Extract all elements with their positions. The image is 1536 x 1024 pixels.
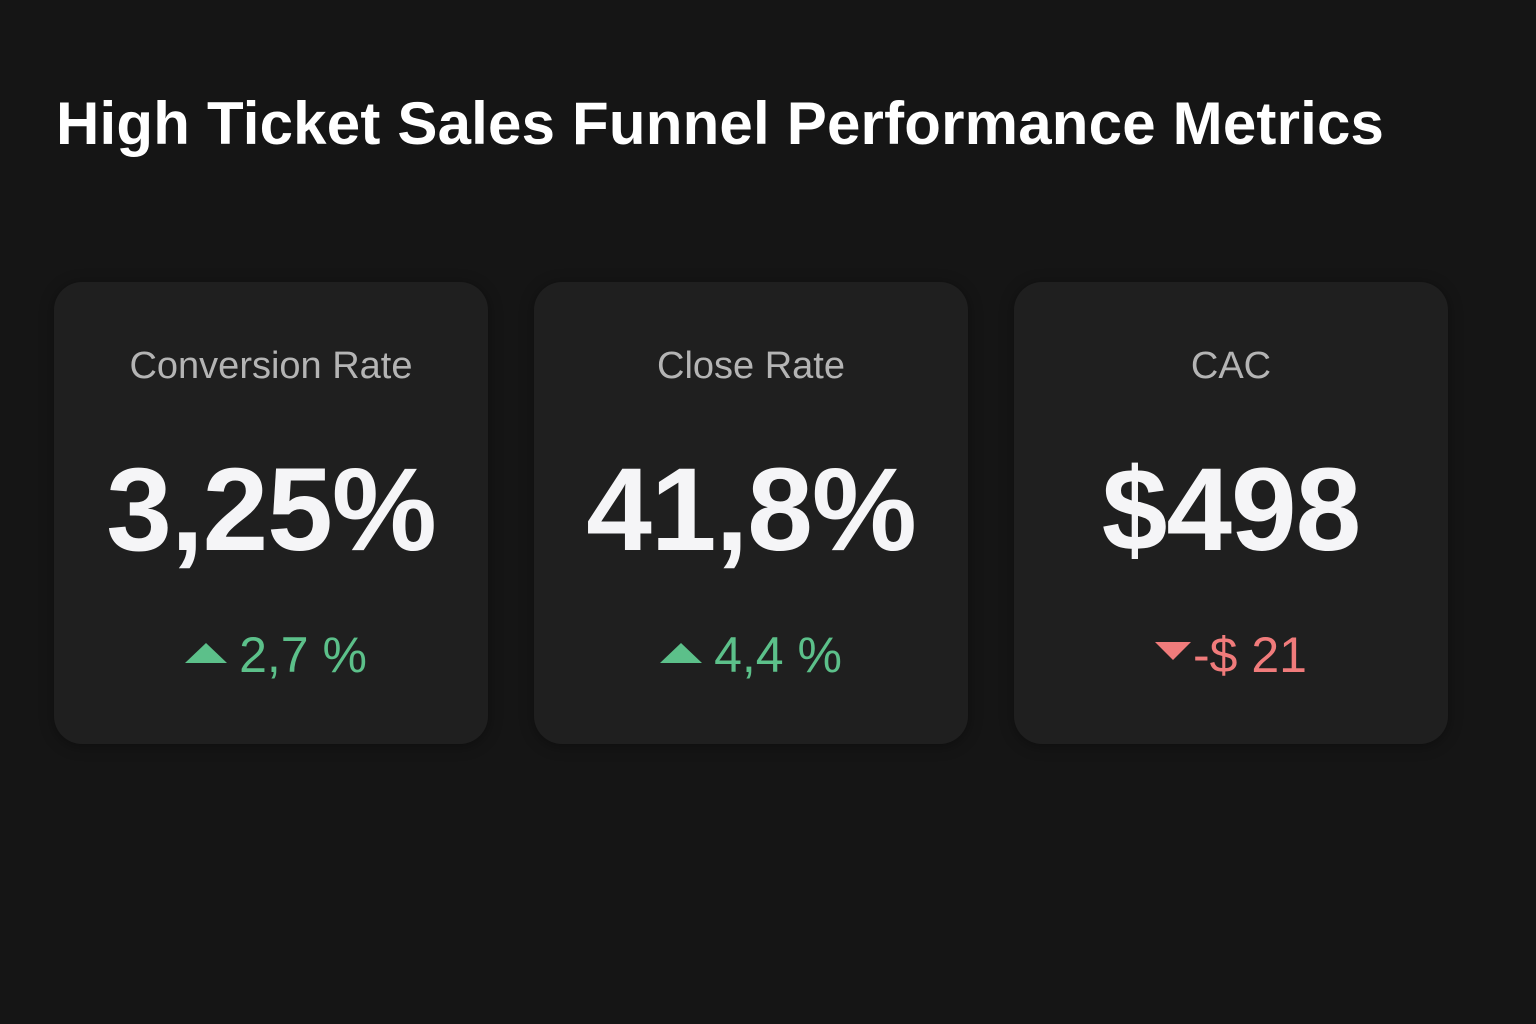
- metric-label: Conversion Rate: [129, 345, 413, 387]
- metric-delta-value: 2,7 %: [239, 627, 367, 683]
- triangle-up-icon: [660, 642, 703, 663]
- metric-delta: 4,4 %: [534, 625, 968, 685]
- metric-card-close-rate: Close Rate 41,8% 4,4 %: [534, 282, 968, 744]
- page-title: High Ticket Sales Funnel Performance Met…: [56, 90, 1385, 157]
- metric-value: $498: [1101, 444, 1362, 576]
- metric-delta: -$ 21: [1014, 625, 1448, 685]
- metric-card-conversion-rate: Conversion Rate 3,25% 2,7 %: [54, 282, 488, 744]
- metric-card-cac: CAC $498 -$ 21: [1014, 282, 1448, 744]
- metric-delta-value: -$ 21: [1193, 627, 1307, 683]
- metric-label: Close Rate: [657, 345, 845, 387]
- metric-value: 41,8%: [586, 444, 917, 576]
- triangle-down-icon: [1155, 641, 1192, 660]
- triangle-up-icon: [185, 642, 228, 663]
- metric-value: 3,25%: [106, 444, 437, 576]
- metric-delta-value: 4,4 %: [714, 627, 842, 683]
- metric-delta: 2,7 %: [54, 625, 488, 685]
- metric-label: CAC: [1190, 345, 1272, 387]
